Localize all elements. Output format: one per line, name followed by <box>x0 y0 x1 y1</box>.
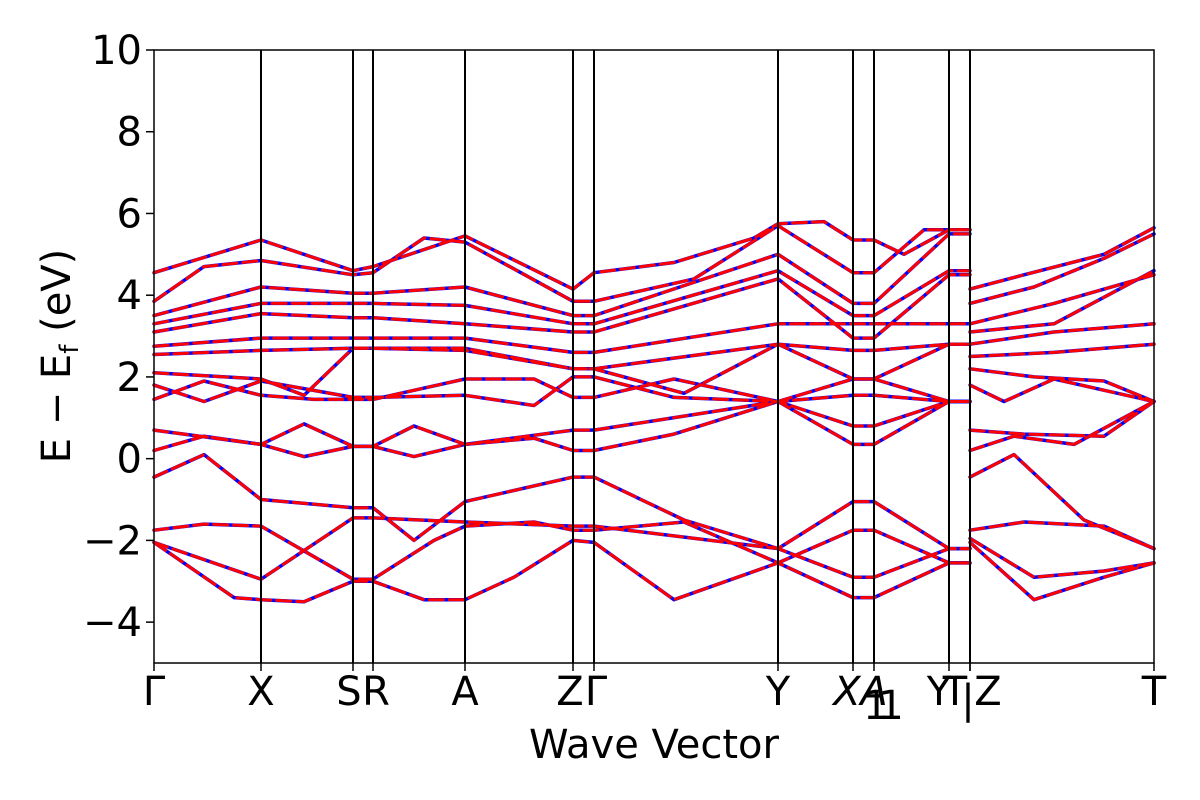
plot-frame <box>153 49 1155 664</box>
x-tick-label-7: Y <box>765 669 791 715</box>
band-line-dashed-27 <box>968 520 1156 551</box>
y-axis-title: E − Ef (eV) <box>34 249 85 464</box>
x-tick-label-8: X <box>831 669 862 715</box>
x-tick-label-6: Γ <box>585 669 608 715</box>
x-tick-label-9: A <box>857 669 887 715</box>
y-axis-title-unit: (eV) <box>34 249 80 332</box>
y-tick-label-5: 6 <box>117 191 142 237</box>
band-line-dashed-24 <box>968 400 1156 438</box>
x-tick-label-14: | <box>961 677 974 723</box>
band-line-dashed-29 <box>968 536 1156 579</box>
band-line-dashed-7 <box>152 375 972 407</box>
band-line-dashed-20 <box>968 322 1156 346</box>
y-axis-title-subscript: f <box>55 344 85 354</box>
band-line-dashed-22 <box>968 367 1156 403</box>
y-tick-label-2: 0 <box>117 437 142 483</box>
y-tick-label-7: 10 <box>91 28 142 74</box>
svg-text:E − Ef (eV): E − Ef (eV) <box>34 249 85 464</box>
band-lines <box>152 219 1156 604</box>
band-line-dashed-28 <box>968 540 1156 602</box>
band-line-dashed-9 <box>152 342 972 371</box>
x-tick-label-15: Z <box>974 669 1001 715</box>
x-tick-label-12: Y <box>926 669 952 715</box>
y-tick-label-1: −2 <box>83 518 142 564</box>
x-tick-label-4: A <box>451 669 479 715</box>
x-tick-label-2: S <box>336 669 361 715</box>
x-tick-label-1: X <box>247 669 274 715</box>
x-axis: Γ X S R A Z Γ Y X A11 YT| Z T <box>143 663 1167 729</box>
y-axis: −4 −2 0 2 4 6 8 10 <box>83 28 154 646</box>
band-line-dashed-16 <box>968 226 1156 291</box>
y-tick-label-6: 8 <box>117 110 142 156</box>
band-line-dashed-25 <box>968 400 1156 452</box>
band-line-dashed-13 <box>152 232 972 318</box>
band-line-dashed-17 <box>968 232 1156 305</box>
band-line-dashed-2 <box>152 538 972 604</box>
band-line-dashed-1 <box>152 520 972 581</box>
band-line-dashed-5 <box>152 400 972 448</box>
band-line-dashed-4 <box>152 400 972 459</box>
y-tick-label-3: 2 <box>117 355 142 401</box>
x-tick-label-5: Z <box>556 669 583 715</box>
x-tick-label-13: T <box>942 669 968 715</box>
y-tick-label-4: 4 <box>117 273 142 319</box>
band-line-dashed-21 <box>968 342 1156 358</box>
x-tick-label-0: Γ <box>143 669 166 715</box>
y-axis-title-main: E − E <box>34 354 80 464</box>
band-line-dashed-19 <box>968 269 1156 334</box>
band-line-dashed-6 <box>152 377 972 403</box>
x-tick-label-3: R <box>362 669 390 715</box>
x-tick-label-11: 1 <box>878 683 903 729</box>
band-line-dashed-23 <box>968 377 1156 403</box>
x-axis-title: Wave Vector <box>529 722 780 768</box>
x-tick-label-10: 1 <box>863 683 888 729</box>
band-line-dashed-15 <box>152 220 972 291</box>
y-tick-label-0: −4 <box>83 600 142 646</box>
kpoint-lines <box>260 50 971 663</box>
band-line-dashed-18 <box>968 273 1156 326</box>
band-line-dashed-12 <box>152 269 972 326</box>
x-tick-label-16: T <box>1141 669 1167 715</box>
band-line-dashed-11 <box>152 273 972 340</box>
band-line-dashed-10 <box>152 322 972 354</box>
band-line-dashed-0 <box>152 500 972 581</box>
